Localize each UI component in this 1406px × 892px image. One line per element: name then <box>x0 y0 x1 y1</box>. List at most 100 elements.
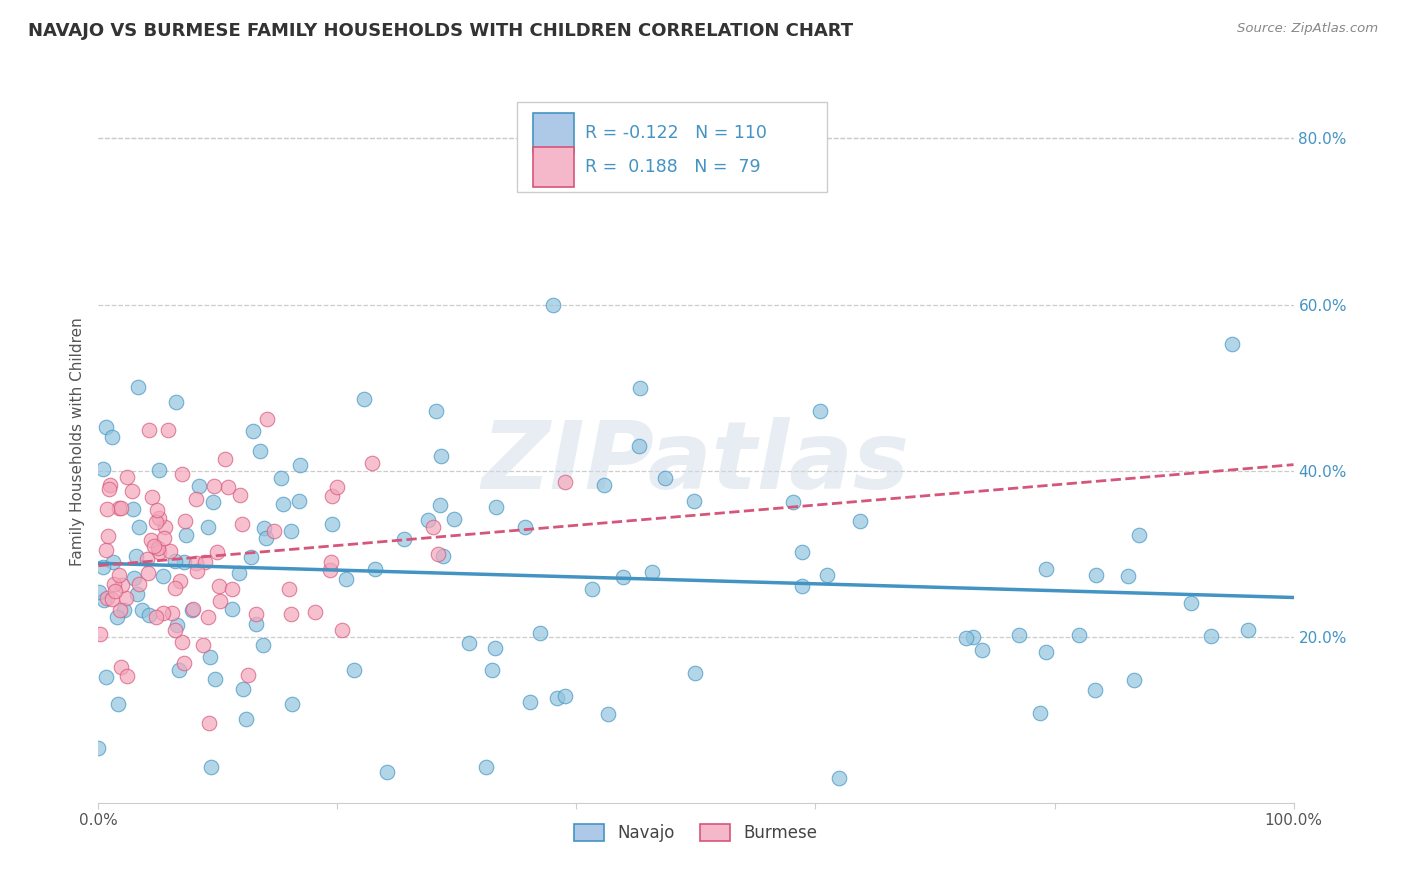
Point <box>101 591 124 606</box>
Point <box>128 577 150 591</box>
Point <box>263 524 285 539</box>
Point <box>138 607 160 622</box>
Point <box>131 603 153 617</box>
Point <box>332 623 354 637</box>
Point <box>554 475 576 489</box>
Point <box>208 593 231 607</box>
Point <box>1199 629 1222 643</box>
Point <box>232 682 254 697</box>
Point <box>136 566 159 580</box>
Point <box>1084 683 1107 698</box>
Point <box>111 578 134 592</box>
Point <box>481 664 503 678</box>
Point <box>1122 673 1144 687</box>
Point <box>93 560 115 574</box>
Point <box>221 602 243 616</box>
Point <box>200 650 222 665</box>
Point <box>422 519 444 533</box>
Point <box>546 691 568 706</box>
Point <box>125 586 148 600</box>
Point <box>105 610 128 624</box>
Point <box>108 500 131 515</box>
Point <box>519 696 541 710</box>
Point <box>1116 568 1139 582</box>
Point <box>593 478 616 492</box>
Point <box>169 574 191 588</box>
Point <box>163 623 186 637</box>
Point <box>484 640 506 655</box>
Point <box>628 381 651 395</box>
Point <box>683 665 706 680</box>
Point <box>432 549 454 563</box>
Point <box>87 740 110 755</box>
Point <box>280 524 302 538</box>
FancyBboxPatch shape <box>533 112 574 153</box>
Point <box>110 660 132 674</box>
Point <box>125 549 148 563</box>
Point <box>141 533 163 547</box>
Point <box>170 467 193 482</box>
Point <box>159 543 181 558</box>
Point <box>96 670 118 684</box>
Point <box>654 470 676 484</box>
Text: R =  0.188   N =  79: R = 0.188 N = 79 <box>585 158 761 176</box>
Point <box>1035 645 1057 659</box>
Point <box>146 541 169 556</box>
Point <box>252 521 274 535</box>
Point <box>156 423 179 437</box>
Point <box>235 712 257 726</box>
Point <box>485 500 508 515</box>
Point <box>163 554 186 568</box>
Point <box>167 663 190 677</box>
Point <box>163 581 186 595</box>
Point <box>166 618 188 632</box>
Point <box>541 298 564 312</box>
Point <box>141 491 163 505</box>
Point <box>1029 706 1052 721</box>
Point <box>101 555 124 569</box>
Point <box>145 610 167 624</box>
Point <box>103 576 125 591</box>
Point <box>135 551 157 566</box>
Point <box>96 419 118 434</box>
Point <box>640 565 662 579</box>
FancyBboxPatch shape <box>517 102 827 193</box>
Point <box>252 638 274 652</box>
Point <box>304 605 326 619</box>
Point <box>425 404 447 418</box>
Point <box>962 630 984 644</box>
Point <box>122 571 145 585</box>
Text: Source: ZipAtlas.com: Source: ZipAtlas.com <box>1237 22 1378 36</box>
Point <box>319 563 342 577</box>
Point <box>193 638 215 652</box>
Point <box>174 528 197 542</box>
Point <box>152 569 174 583</box>
Point <box>970 643 993 657</box>
Point <box>110 602 132 616</box>
Point <box>236 668 259 682</box>
Point <box>790 579 813 593</box>
Point <box>245 617 267 632</box>
Point <box>848 514 870 528</box>
Point <box>321 517 343 532</box>
Point <box>104 583 127 598</box>
Point <box>529 626 551 640</box>
Text: R = -0.122   N = 110: R = -0.122 N = 110 <box>585 124 766 142</box>
Point <box>110 501 132 516</box>
Point <box>628 439 651 453</box>
Point <box>1180 596 1202 610</box>
Y-axis label: Family Households with Children: Family Households with Children <box>69 318 84 566</box>
Point <box>256 531 278 545</box>
Point <box>242 424 264 438</box>
Point <box>245 607 267 622</box>
Point <box>1128 528 1150 542</box>
Point <box>429 498 451 512</box>
Point <box>353 392 375 406</box>
Point <box>197 715 219 730</box>
Point <box>475 759 498 773</box>
Point <box>325 480 347 494</box>
Point <box>94 543 117 558</box>
Point <box>98 478 121 492</box>
Point <box>321 489 343 503</box>
Point <box>146 502 169 516</box>
